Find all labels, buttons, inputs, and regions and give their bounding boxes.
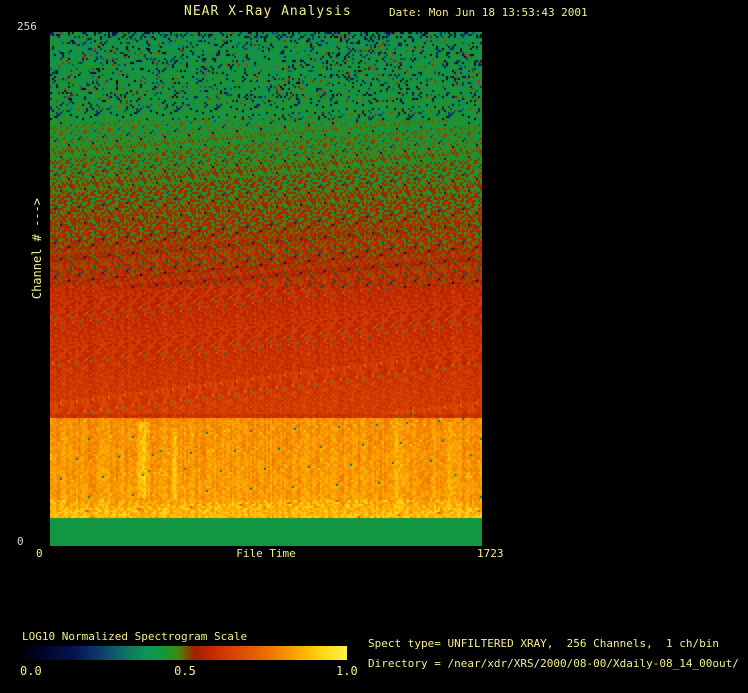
y-axis-label: Channel # ---> bbox=[30, 198, 44, 300]
colorbar-gradient bbox=[23, 646, 347, 660]
x-axis-min-tick: 0 bbox=[36, 547, 43, 560]
page-title: NEAR X-Ray Analysis bbox=[184, 4, 352, 19]
date-label: Date: Mon Jun 18 13:53:43 2001 bbox=[389, 6, 588, 19]
spectrogram-image bbox=[50, 32, 482, 546]
colorbar-tick-0p5: 0.5 bbox=[174, 664, 196, 678]
directory-line: Directory = /near/xdr/XRS/2000/08-00/Xda… bbox=[368, 657, 739, 670]
y-axis-min-tick: 0 bbox=[17, 535, 24, 548]
colorbar-tick-1: 1.0 bbox=[336, 664, 358, 678]
x-axis-max-tick: 1723 bbox=[477, 547, 504, 560]
colorbar-tick-0: 0.0 bbox=[20, 664, 42, 678]
x-axis-label: File Time bbox=[236, 547, 296, 560]
y-axis-max-tick: 256 bbox=[17, 20, 37, 33]
spect-type-line: Spect type= UNFILTERED XRAY, 256 Channel… bbox=[368, 637, 719, 650]
colorbar-title: LOG10 Normalized Spectrogram Scale bbox=[22, 630, 248, 643]
